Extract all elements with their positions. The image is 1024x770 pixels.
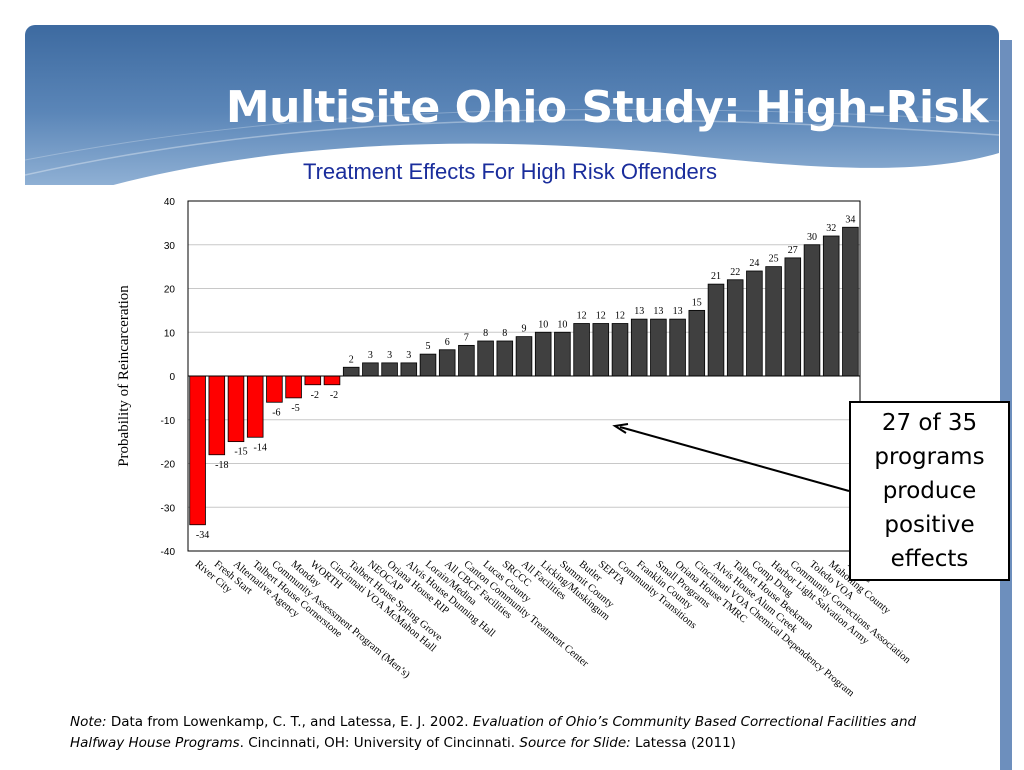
value-label: 8	[502, 328, 507, 339]
value-label: 12	[596, 311, 606, 322]
y-tick-label: 0	[169, 372, 175, 383]
bar	[630, 318, 648, 377]
footnote-data-from: Data from Lowenkamp, C. T., and Latessa,…	[110, 714, 469, 730]
value-label: 6	[445, 337, 450, 348]
value-label: 25	[769, 254, 779, 265]
bar	[573, 323, 590, 377]
value-label: 8	[483, 328, 488, 339]
bar	[227, 375, 245, 443]
y-tick-label: -20	[161, 460, 176, 471]
y-tick-label: 20	[164, 285, 176, 296]
value-label: -34	[196, 530, 209, 541]
bar	[534, 331, 552, 377]
y-axis-label: Probability of Reincarceration	[116, 285, 132, 467]
callout-arrowhead	[612, 423, 629, 434]
bars	[189, 226, 859, 526]
value-label: 22	[730, 267, 740, 278]
y-tick-label: 40	[164, 197, 176, 208]
slide-header	[25, 25, 999, 185]
value-label: -2	[330, 390, 338, 401]
y-tick-label: 10	[164, 328, 176, 339]
y-tick-labels: -40 -30 -20 -10 0 10 20 30 40	[161, 197, 176, 558]
footnote-note-label: Note:	[70, 714, 107, 730]
bar	[189, 375, 206, 526]
value-label: -5	[291, 403, 299, 414]
bar	[419, 353, 437, 377]
bar	[746, 270, 763, 377]
value-label: 13	[634, 306, 644, 317]
bar	[362, 362, 379, 377]
bar	[515, 336, 533, 377]
value-label: -14	[254, 442, 267, 453]
bar	[477, 340, 494, 377]
value-label: 10	[557, 319, 567, 330]
bar	[784, 257, 802, 377]
bar	[842, 226, 859, 377]
bar	[688, 309, 706, 377]
bar	[669, 318, 686, 377]
header-wave-decoration	[25, 108, 999, 185]
value-label: 13	[673, 306, 683, 317]
value-labels: -34 -18 -15 -14 -6 -5 -2 -2 2 3 3 3 5 6 7 8 8 9 10 10 12 12 12…	[196, 214, 855, 541]
bar	[266, 375, 283, 403]
value-label: 32	[826, 223, 836, 234]
value-label: 15	[692, 297, 702, 308]
footnote-source: Latessa (2011)	[635, 735, 736, 751]
bar	[765, 266, 782, 377]
value-label: 27	[788, 245, 798, 256]
footnote-publisher: . Cincinnati, OH: University of Cincinna…	[239, 735, 516, 751]
bar	[496, 340, 514, 377]
footnote-source-label: Source for Slide:	[519, 735, 631, 751]
bar	[650, 318, 667, 377]
value-label: 7	[464, 332, 469, 343]
y-tick-label: -10	[161, 416, 176, 427]
value-label: 3	[368, 350, 373, 361]
bar	[208, 375, 226, 456]
value-label: 34	[845, 214, 855, 225]
bar	[726, 279, 744, 377]
footnote: Note: Data from Lowenkamp, C. T., and La…	[70, 712, 970, 754]
value-label: -2	[311, 390, 319, 401]
value-label: 3	[406, 350, 411, 361]
bar	[707, 283, 725, 377]
bar	[458, 344, 475, 377]
value-label: 9	[522, 324, 527, 335]
bar	[304, 375, 322, 386]
value-label: 3	[387, 350, 392, 361]
value-label: 12	[577, 311, 587, 322]
footnote-work-title: Evaluation of Ohio’s Community Based Cor…	[70, 714, 917, 751]
bar	[342, 366, 360, 377]
bar	[822, 235, 840, 377]
value-label: 12	[615, 311, 625, 322]
y-tick-label: 30	[164, 241, 176, 252]
bar	[400, 362, 418, 377]
bar	[438, 349, 456, 377]
value-label: 13	[653, 306, 663, 317]
value-label: 30	[807, 232, 817, 243]
bar	[323, 375, 341, 386]
value-label: -15	[234, 447, 247, 458]
bar	[246, 375, 264, 438]
value-label: 5	[426, 341, 431, 352]
value-label: 2	[349, 354, 354, 365]
value-label: 21	[711, 271, 721, 282]
y-tick-label: -30	[161, 503, 176, 514]
chart-title: Treatment Effects For High Risk Offender…	[303, 159, 717, 184]
y-tick-label: -40	[161, 547, 176, 558]
bar	[592, 323, 610, 377]
value-label: -18	[215, 460, 228, 471]
value-label: -6	[272, 407, 280, 418]
slide-title: Multisite Ohio Study: High-Risk	[225, 82, 989, 133]
bar	[285, 375, 302, 399]
bar	[803, 244, 821, 377]
bar	[381, 362, 398, 377]
value-label: 10	[538, 319, 548, 330]
callout-box: 27 of 35 programs produce positive effec…	[849, 401, 1010, 581]
bar	[611, 323, 629, 377]
value-label: 24	[749, 258, 759, 269]
bar	[554, 331, 571, 377]
callout-arrow	[619, 426, 850, 492]
